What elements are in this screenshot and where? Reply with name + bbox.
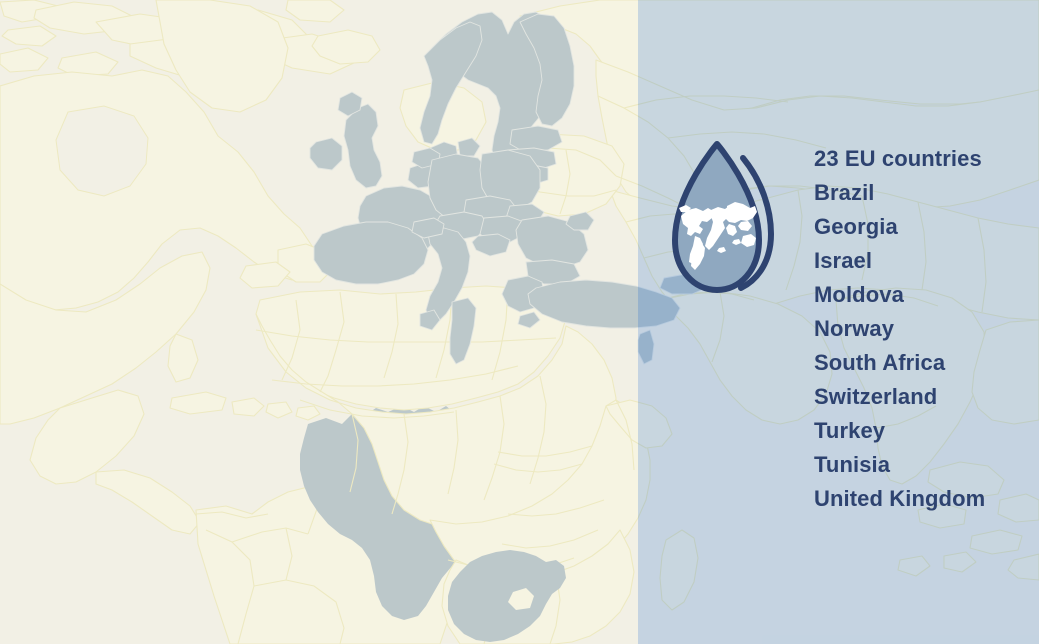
list-item: 23 EU countries (814, 146, 982, 171)
water-drop-world-logo (655, 136, 787, 312)
list-item: Switzerland (814, 384, 938, 409)
drop-world-map (679, 202, 757, 270)
list-item: Georgia (814, 214, 898, 239)
list-item: Turkey (814, 418, 886, 443)
list-item: South Africa (814, 350, 946, 375)
list-item: United Kingdom (814, 486, 986, 511)
list-item: Tunisia (814, 452, 891, 477)
list-item: Norway (814, 316, 895, 341)
country-list: 23 EU countries Brazil Georgia Israel Mo… (814, 142, 1032, 516)
list-item: Moldova (814, 282, 904, 307)
list-item: Israel (814, 248, 873, 273)
drop-highlight-arc (738, 155, 775, 291)
list-item: Brazil (814, 180, 875, 205)
water-drop-icon (672, 141, 775, 293)
